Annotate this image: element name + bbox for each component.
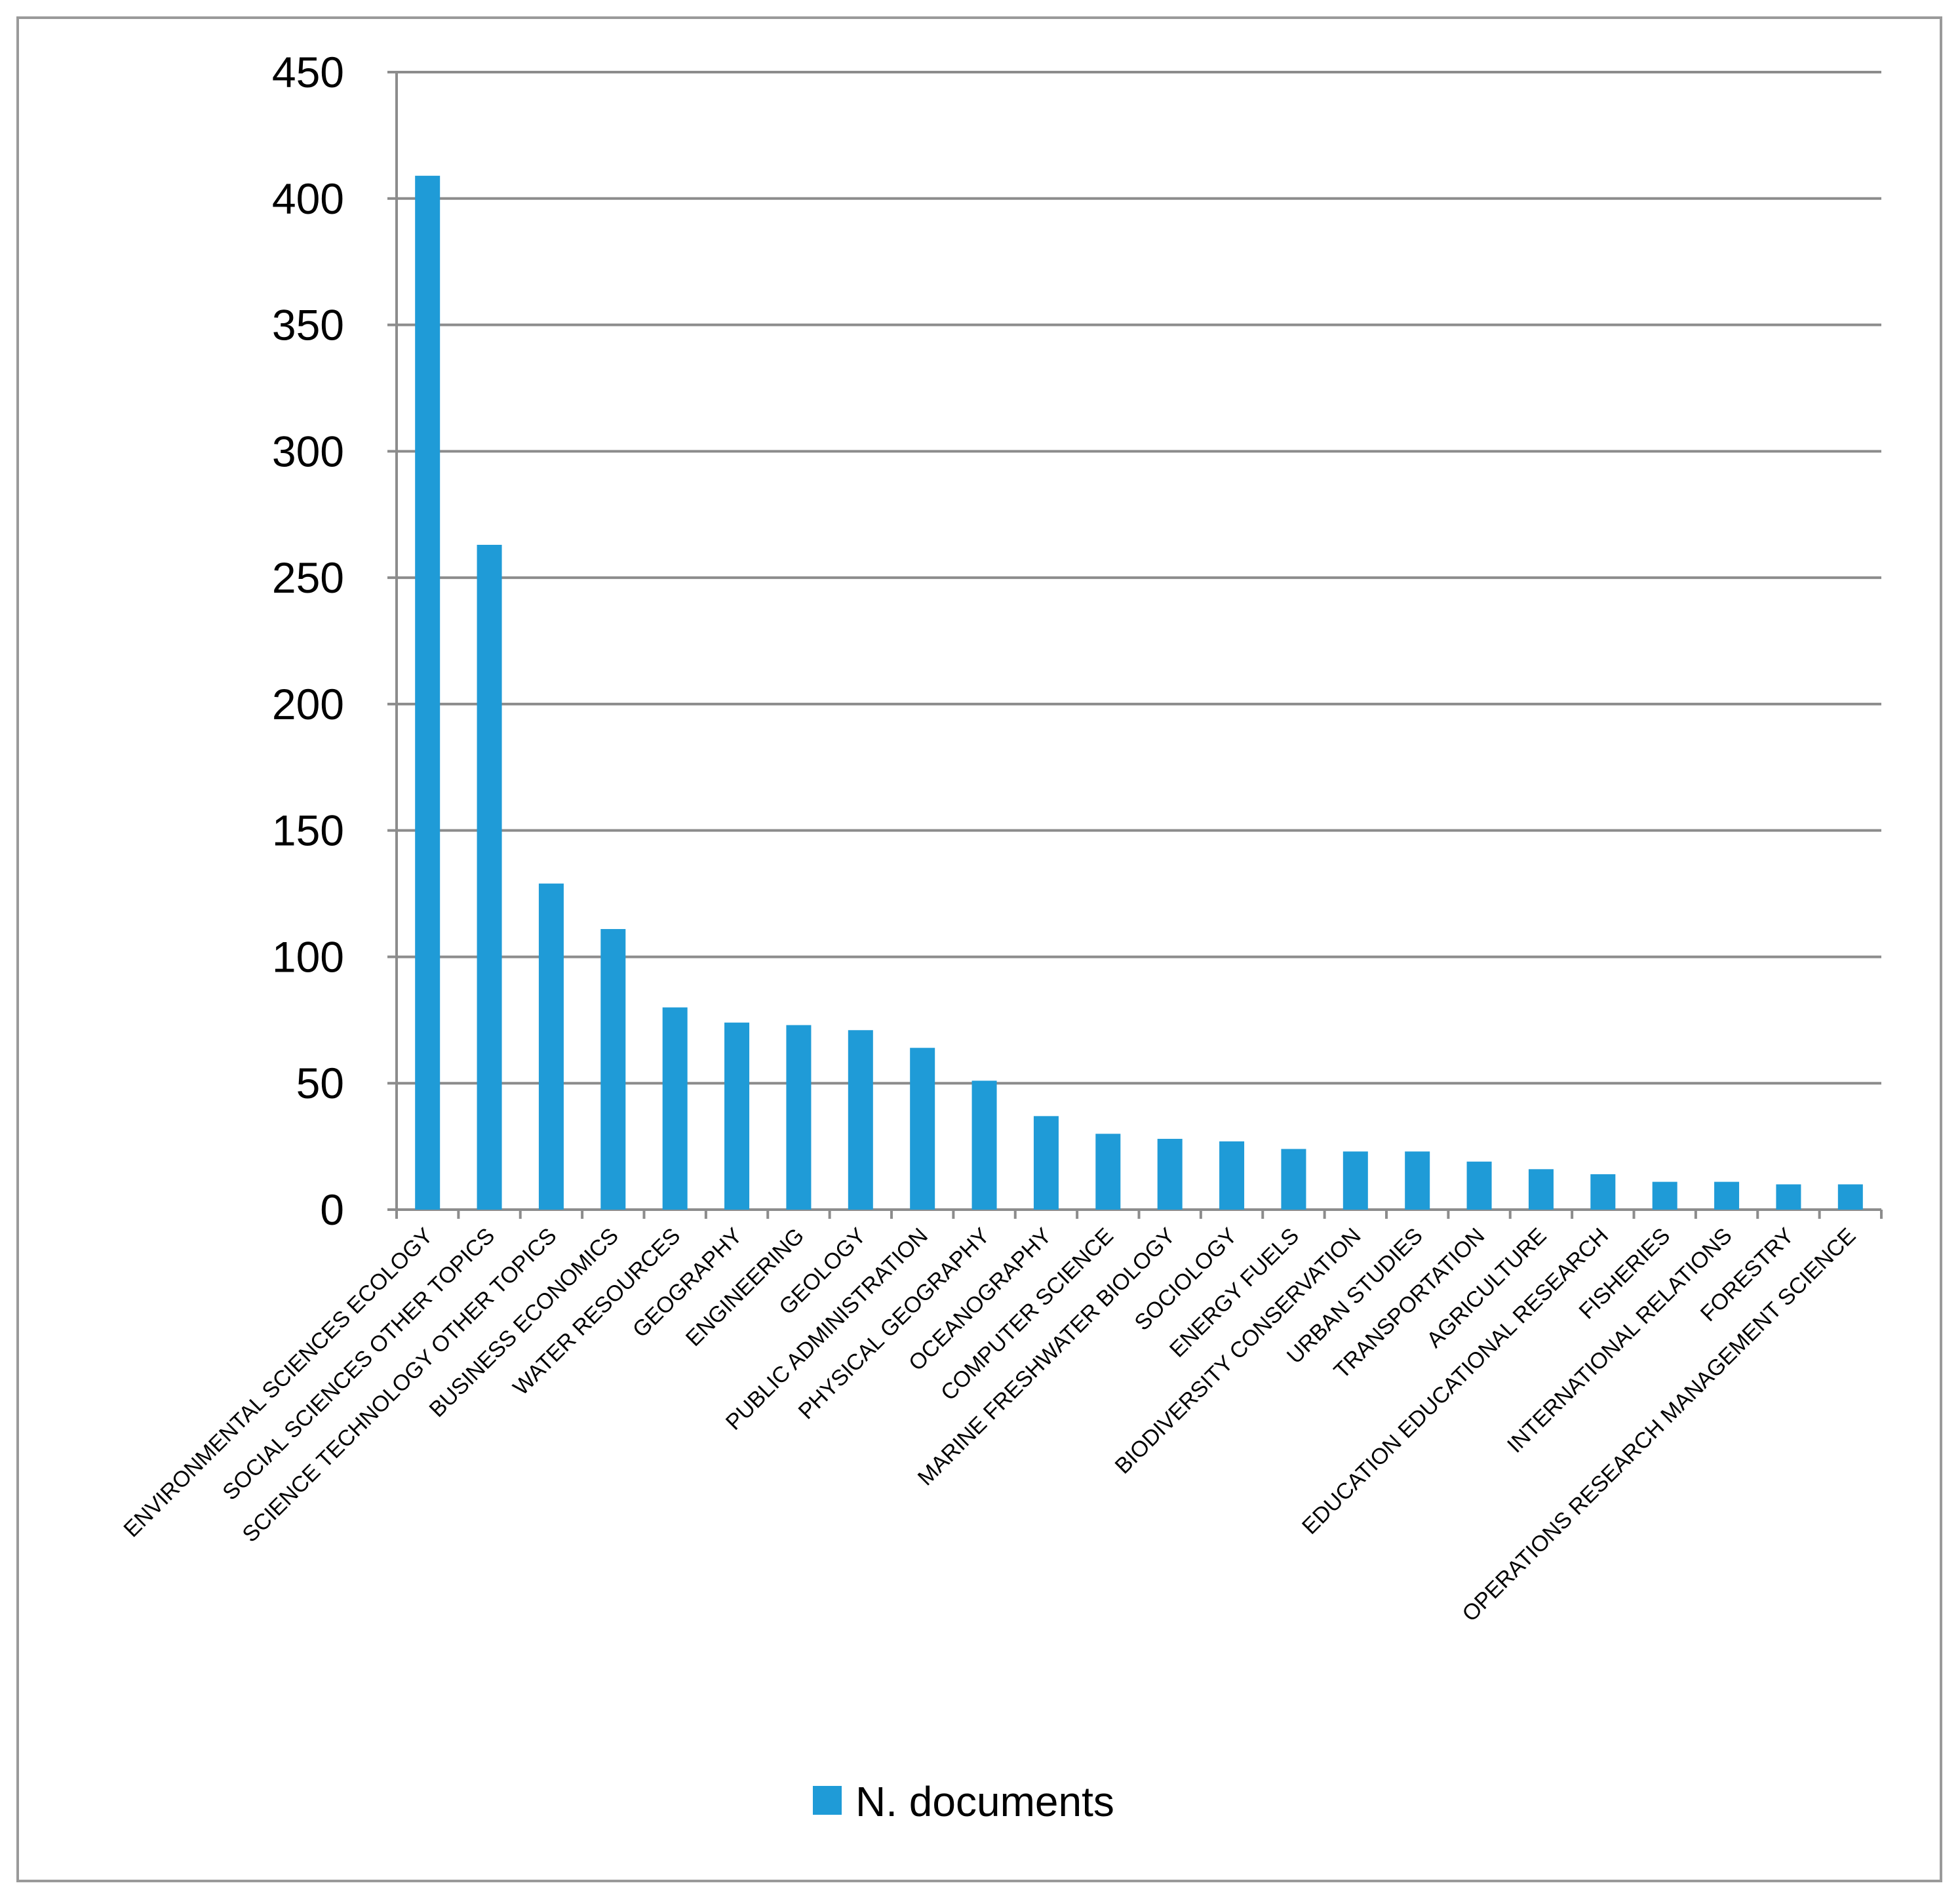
bar — [1466, 1161, 1492, 1210]
y-tick-label: 400 — [272, 174, 344, 223]
bar — [1528, 1169, 1554, 1210]
bar — [1033, 1116, 1059, 1210]
bar — [600, 929, 626, 1210]
y-tick-label: 100 — [272, 932, 344, 981]
x-category-label: SOCIAL SCIENCES OTHER TOPICS — [218, 1223, 500, 1505]
chart-frame — [16, 16, 1942, 1882]
x-category-label: INTERNATIONAL RELATIONS — [1502, 1223, 1737, 1458]
bar — [910, 1048, 935, 1210]
bar — [724, 1022, 750, 1210]
x-axis-tick-marks — [395, 1210, 1883, 1219]
x-category-label: GEOGRAPHY — [628, 1223, 747, 1343]
legend-swatch — [813, 1786, 842, 1815]
y-tick-label: 450 — [272, 48, 344, 96]
bar — [1590, 1174, 1616, 1210]
y-tick-label: 50 — [296, 1059, 344, 1107]
bar — [1714, 1181, 1740, 1210]
bar — [1095, 1134, 1121, 1210]
y-tick-label: 200 — [272, 680, 344, 728]
bar — [538, 883, 564, 1210]
legend: N. documents — [813, 1778, 1114, 1825]
bar — [786, 1025, 812, 1210]
bar — [1837, 1184, 1863, 1210]
bars — [415, 176, 1863, 1210]
y-tick-label: 250 — [272, 553, 344, 602]
bar — [1157, 1139, 1183, 1210]
y-tick-label: 0 — [320, 1185, 344, 1234]
y-axis-tick-labels: 0 50 100 150 200 250 300 350 400 450 — [272, 48, 344, 1234]
gridlines — [387, 71, 1881, 1211]
bar — [1281, 1149, 1306, 1210]
bar — [1343, 1151, 1368, 1210]
bar — [971, 1080, 997, 1210]
legend-label: N. documents — [855, 1778, 1114, 1825]
bar — [1405, 1151, 1430, 1210]
bar — [1776, 1184, 1801, 1210]
bar — [415, 176, 441, 1210]
bar — [848, 1030, 873, 1210]
bar — [1652, 1181, 1677, 1210]
bar — [1219, 1141, 1245, 1210]
y-tick-label: 350 — [272, 301, 344, 349]
bar — [477, 544, 502, 1210]
bar — [662, 1007, 688, 1210]
y-tick-label: 150 — [272, 806, 344, 855]
y-tick-label: 300 — [272, 427, 344, 475]
